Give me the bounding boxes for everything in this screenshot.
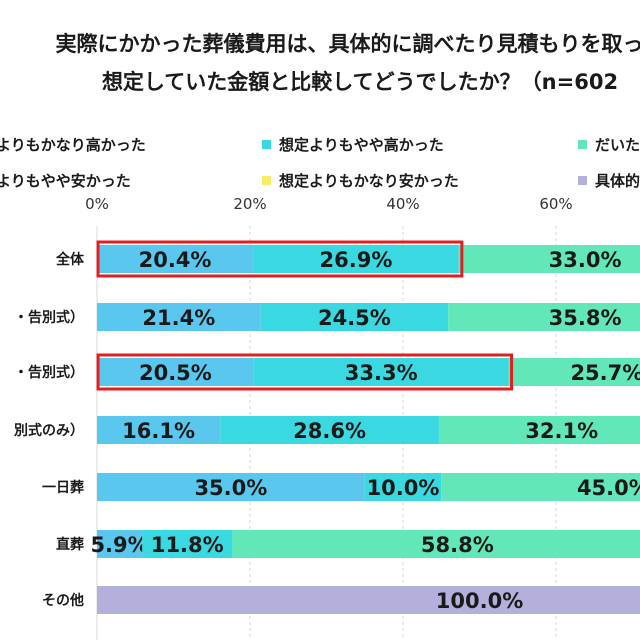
bar-segment (97, 473, 365, 501)
data-label: 20.5% (139, 361, 212, 385)
category-label: 直葬 (56, 536, 84, 553)
bar-segment (364, 473, 442, 501)
category-label: ・告別式） (14, 309, 84, 326)
bar-segment (438, 416, 640, 444)
legend-item-1: よりもかなり高かった (0, 134, 146, 155)
legend-item-5: 想定よりもかなり安かった (262, 170, 459, 191)
legend-label-5: 想定よりもかなり安かった (279, 172, 459, 190)
bar-segment (458, 245, 640, 273)
bar-segment (97, 416, 221, 444)
data-label: 58.8% (421, 533, 494, 557)
data-label: 25.7% (570, 361, 640, 385)
legend-item-6: 具体的 (578, 170, 640, 191)
legend-swatch-2 (262, 140, 271, 149)
category-label: 一日葬 (42, 479, 84, 496)
data-label: 33.0% (549, 248, 622, 272)
bar-segment (97, 586, 640, 614)
bar-segment (253, 245, 459, 273)
data-label: 28.6% (293, 419, 366, 443)
chart-title-line-2: 想定していた金額と比較してどうでしたか？（n=602 (101, 70, 619, 94)
bar-segment (232, 530, 640, 558)
legend-item-2: 想定よりもやや高かった (262, 134, 444, 155)
category-label: 全体 (55, 251, 85, 268)
legend-swatch-5 (262, 176, 271, 185)
data-label: 21.4% (142, 306, 215, 330)
bar-segment (260, 303, 449, 331)
legend-item-3: だいた (578, 134, 640, 155)
data-label: 33.3% (345, 361, 418, 385)
bar-segment (448, 303, 640, 331)
bar-segment (97, 245, 254, 273)
x-tick-label: 40% (386, 195, 419, 213)
data-label: 35.0% (194, 476, 267, 500)
data-label: 5.9% (90, 533, 148, 557)
legend-swatch-6 (578, 176, 587, 185)
legend-item-4: よりもやや安かった (0, 170, 131, 191)
bar-segment (253, 358, 509, 386)
data-label: 24.5% (318, 306, 391, 330)
data-label: 100.0% (436, 589, 523, 613)
data-label: 45.0% (577, 476, 640, 500)
chart-title-line-1: 実際にかかった葬儀費用は、具体的に調べたり見積もりを取った (55, 32, 640, 56)
category-label: その他 (42, 592, 84, 609)
x-tick-label: 0% (85, 195, 109, 213)
data-label: 32.1% (525, 419, 598, 443)
category-label: ・告別式） (14, 364, 84, 381)
bar-segment (97, 303, 261, 331)
legend-swatch-3 (578, 140, 587, 149)
data-label: 10.0% (367, 476, 440, 500)
data-label: 11.8% (151, 533, 224, 557)
data-label: 35.8% (549, 306, 622, 330)
legend-label-6: 具体的 (595, 172, 640, 190)
highlight-box (96, 240, 464, 278)
highlight-box (96, 353, 514, 391)
data-label: 20.4% (139, 248, 212, 272)
x-tick-label: 20% (233, 195, 266, 213)
legend-label-1: よりもかなり高かった (0, 136, 146, 154)
data-label: 16.1% (122, 419, 195, 443)
bar-segment (97, 358, 254, 386)
bar-segment (142, 530, 233, 558)
bar-segment (508, 358, 640, 386)
data-label: 26.9% (320, 248, 393, 272)
bar-segment (97, 530, 143, 558)
legend-label-4: よりもやや安かった (0, 172, 131, 190)
x-tick-label: 60% (539, 195, 572, 213)
category-label: 別式のみ） (13, 422, 84, 439)
legend-label-2: 想定よりもやや高かった (279, 136, 444, 154)
legend-label-3: だいた (595, 136, 640, 154)
bar-segment (441, 473, 640, 501)
bar-segment (220, 416, 439, 444)
